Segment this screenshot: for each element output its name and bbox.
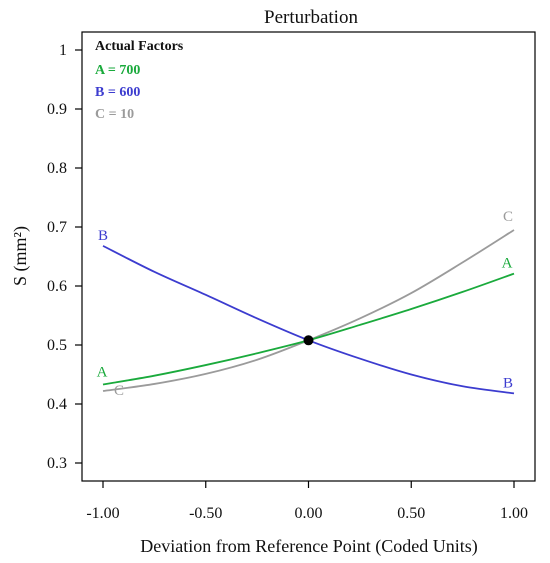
y-tick-label: 0.6 [47, 278, 67, 295]
x-axis: -1.00 -0.50 0.00 0.50 1.00 [86, 481, 528, 522]
x-tick-label: 1.00 [500, 505, 528, 522]
x-tick-label: 0.50 [397, 505, 425, 522]
curve-label-b-start: B [98, 228, 108, 244]
curve-label-a-end: A [502, 256, 513, 272]
legend: Actual Factors A = 700 B = 600 C = 10 [95, 39, 184, 122]
y-tick-label: 0.4 [47, 396, 67, 413]
curve-label-a-start: A [97, 365, 108, 381]
y-tick-label: 0.9 [47, 101, 67, 118]
curve-label-c-end: C [503, 209, 513, 225]
x-tick-label: 0.00 [295, 505, 323, 522]
y-tick-label: 0.5 [47, 337, 67, 354]
y-tick-label: 0.8 [47, 160, 67, 177]
legend-heading: Actual Factors [95, 39, 184, 54]
chart-title: Perturbation [264, 7, 358, 28]
series-layer [102, 229, 515, 395]
plot-frame [81, 31, 536, 482]
curve-label-b-end: B [503, 375, 513, 391]
y-tick-label: 1 [59, 42, 67, 59]
curve-labels: A A B B C C [97, 209, 513, 399]
x-tick-label: -0.50 [189, 505, 222, 522]
y-tick-label: 0.3 [47, 455, 67, 472]
legend-entry: A = 700 [95, 63, 140, 78]
legend-entry: C = 10 [95, 107, 134, 122]
y-tick-label: 0.7 [47, 219, 67, 236]
y-axis: 0.3 0.4 0.5 0.6 0.7 0.8 0.9 1 [47, 42, 82, 472]
legend-entry: B = 600 [95, 85, 140, 100]
x-tick-label: -1.00 [86, 505, 119, 522]
x-axis-label: Deviation from Reference Point (Coded Un… [140, 536, 477, 557]
reference-point [303, 335, 314, 346]
series-line-c [102, 229, 515, 392]
y-axis-label: S (mm²) [10, 226, 31, 286]
curve-label-c-start: C [114, 383, 124, 399]
series-line-a [102, 272, 515, 386]
